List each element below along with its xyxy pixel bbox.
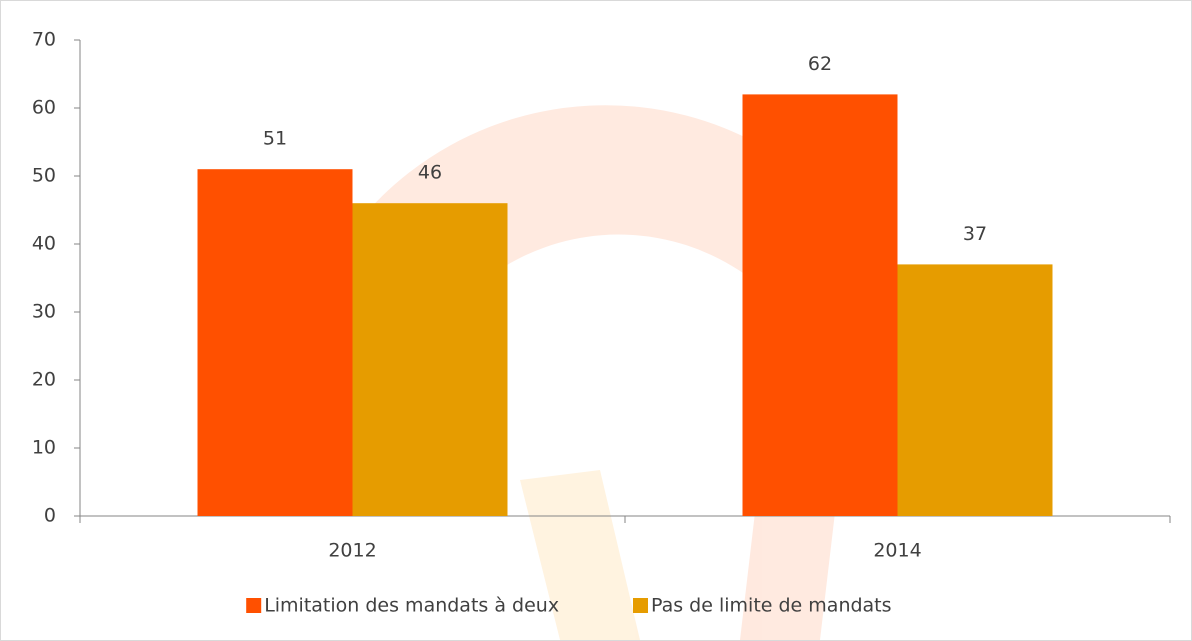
legend-swatch — [246, 598, 261, 613]
bar — [898, 264, 1053, 516]
chart: 0 10 20 30 40 50 60 70 2012 51 46 2014 62 37 Limitatio… — [0, 0, 1192, 641]
legend-label: Pas de limite de mandats — [651, 595, 892, 617]
x-tick-label: 2014 — [873, 540, 921, 562]
bar — [353, 203, 508, 516]
data-label: 62 — [808, 53, 832, 75]
y-tick-label: 50 — [32, 165, 56, 187]
y-tick-label: 20 — [32, 369, 56, 391]
y-tick-label: 60 — [32, 97, 56, 119]
bar — [198, 169, 353, 516]
y-tick-label: 30 — [32, 301, 56, 323]
y-tick-label: 70 — [32, 29, 56, 51]
y-tick-label: 0 — [44, 505, 56, 527]
legend-swatch — [633, 598, 648, 613]
data-label: 37 — [963, 223, 987, 245]
bar — [743, 94, 898, 516]
data-label: 46 — [418, 162, 442, 184]
y-tick-label: 10 — [32, 437, 56, 459]
x-tick-label: 2012 — [328, 540, 376, 562]
y-tick-label: 40 — [32, 233, 56, 255]
legend-label: Limitation des mandats à deux — [264, 595, 559, 617]
data-label: 51 — [263, 128, 287, 150]
